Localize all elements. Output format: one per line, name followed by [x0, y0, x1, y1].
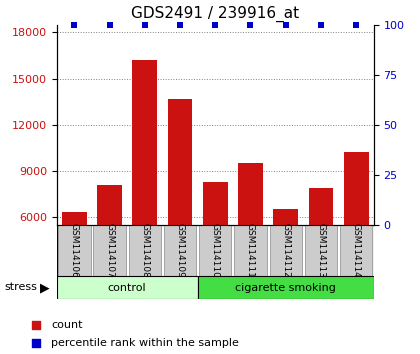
Point	[33, 322, 39, 328]
Point	[282, 22, 289, 28]
Point	[71, 22, 78, 28]
Point	[247, 22, 254, 28]
Bar	[234, 225, 267, 276]
Bar	[132, 60, 157, 309]
Text: GSM114111: GSM114111	[246, 223, 255, 278]
Bar	[164, 225, 196, 276]
Bar	[168, 99, 192, 309]
Text: control: control	[108, 282, 147, 293]
Text: GSM114113: GSM114113	[316, 223, 326, 278]
Title: GDS2491 / 239916_at: GDS2491 / 239916_at	[131, 6, 299, 22]
Text: count: count	[51, 320, 83, 330]
Bar	[57, 276, 198, 299]
Bar	[340, 225, 373, 276]
Point	[142, 22, 148, 28]
Bar	[62, 212, 87, 309]
Bar	[198, 276, 374, 299]
Point	[318, 22, 324, 28]
Text: GSM114108: GSM114108	[140, 223, 149, 278]
Bar	[203, 182, 228, 309]
Point	[33, 340, 39, 346]
Text: GSM114112: GSM114112	[281, 223, 290, 278]
Point	[106, 22, 113, 28]
Bar	[309, 188, 333, 309]
Bar	[129, 225, 161, 276]
Bar	[344, 153, 368, 309]
Bar	[97, 185, 122, 309]
Text: GSM114107: GSM114107	[105, 223, 114, 278]
Point	[353, 22, 360, 28]
Bar	[93, 225, 126, 276]
Text: GSM114106: GSM114106	[70, 223, 79, 278]
Text: percentile rank within the sample: percentile rank within the sample	[51, 338, 239, 348]
Bar	[238, 163, 263, 309]
Text: stress: stress	[4, 282, 37, 292]
Bar	[58, 225, 91, 276]
Bar	[199, 225, 231, 276]
Bar	[270, 225, 302, 276]
Text: GSM114109: GSM114109	[176, 223, 184, 278]
Text: GSM114114: GSM114114	[352, 223, 361, 278]
Point	[212, 22, 219, 28]
Text: GSM114110: GSM114110	[211, 223, 220, 278]
Bar	[305, 225, 337, 276]
Bar	[273, 210, 298, 309]
Text: cigarette smoking: cigarette smoking	[235, 282, 336, 293]
Text: ▶: ▶	[40, 281, 50, 294]
Point	[177, 22, 184, 28]
